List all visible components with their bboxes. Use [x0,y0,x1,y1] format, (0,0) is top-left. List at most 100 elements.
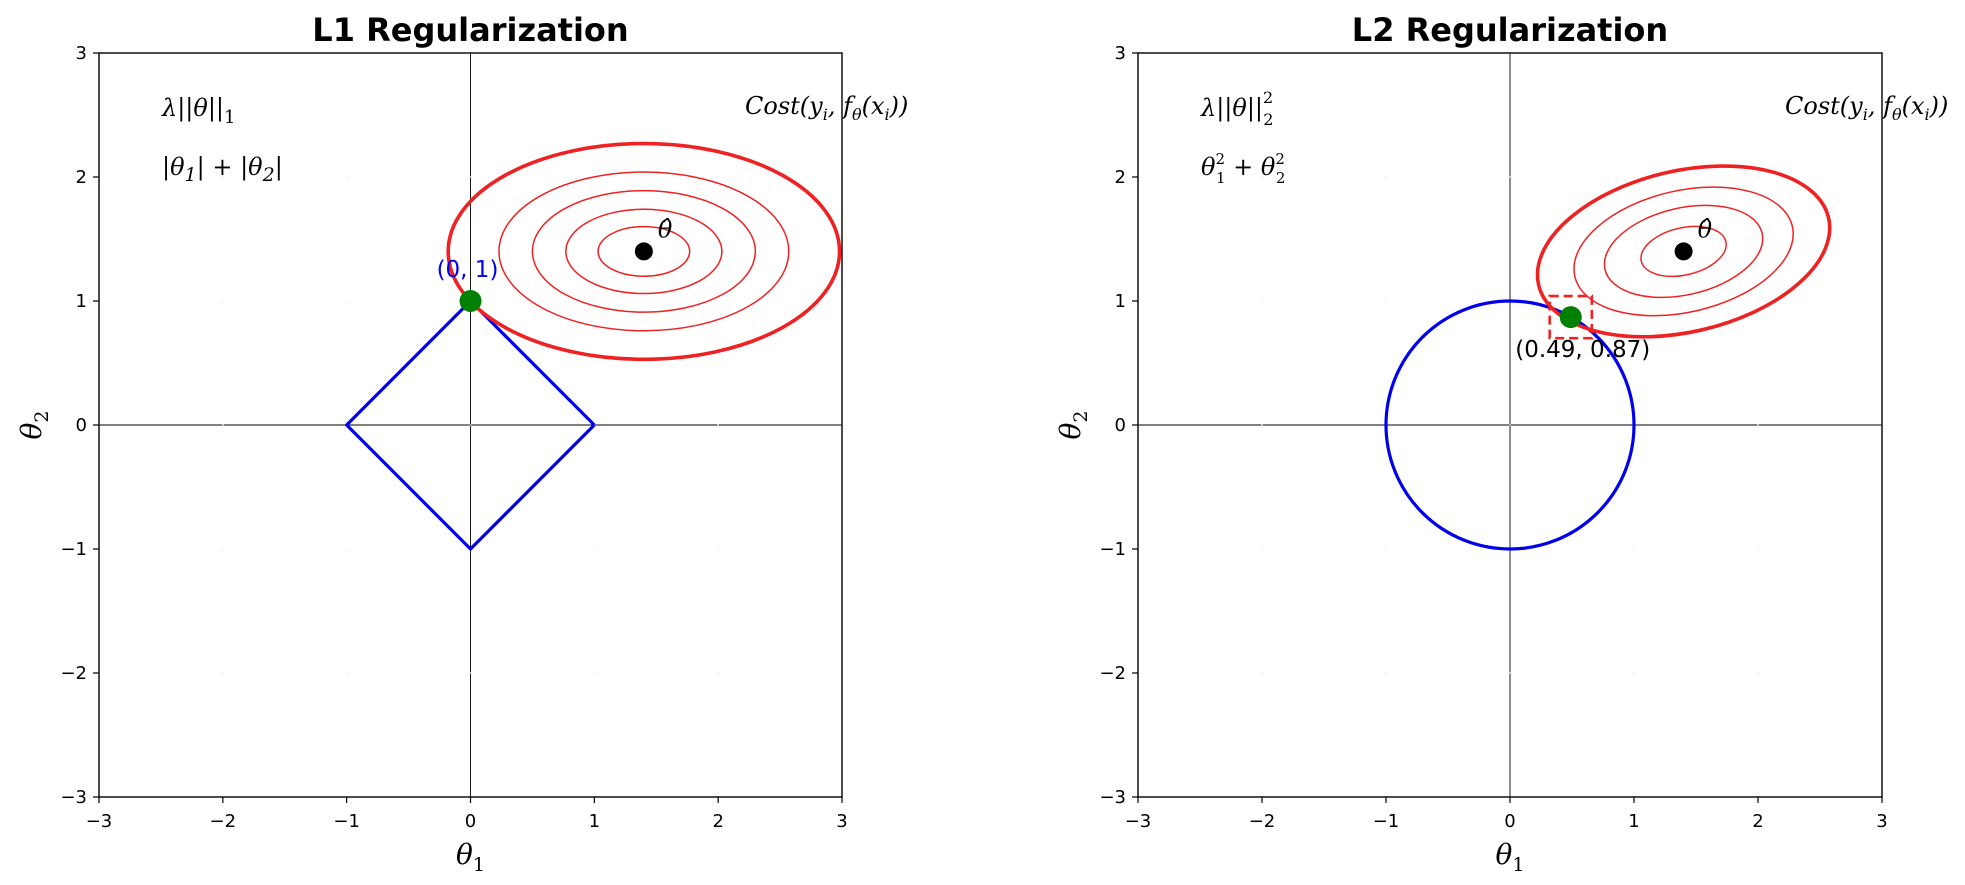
grid-dot [1633,672,1635,674]
norm-label: |θ1| + |θ2| [162,153,283,186]
x-tick-label: 1 [589,811,600,832]
solution-point [1559,306,1582,329]
cost-contour-ellipse [1603,204,1764,299]
norm-label-part: | + |θ [197,153,264,182]
grid-dot [222,300,224,302]
cost-label-subscript: i [1863,105,1868,124]
y-tick-label: 1 [1115,291,1126,312]
norm-label-part: | [275,153,283,182]
y-tick-label: −2 [60,663,87,684]
grid-dot [1509,176,1511,178]
x-tick-label: −2 [210,811,237,832]
x-tick-label: 3 [836,811,847,832]
cost-label-subscript: i [823,105,828,124]
grid-dot [1261,176,1263,178]
y-tick-label: −1 [1099,539,1126,560]
cost-label-part: )) [1929,92,1949,120]
x-axis-label-subscript: 1 [1512,854,1524,876]
y-tick-label: 0 [76,415,87,436]
x-tick-label: −1 [1373,811,1400,832]
grid-dot [469,176,472,178]
cost-contour-ellipse [1640,225,1727,278]
y-tick-label: −3 [1099,787,1126,808]
grid-dot [1261,548,1263,550]
y-axis-label-subscript: 2 [31,411,53,423]
grid-dot [1385,176,1387,178]
grid-dot [222,176,224,178]
theta-hat-label: θ̂ [658,215,673,243]
y-tick-label: −2 [1099,663,1126,684]
y-tick-label: 2 [76,167,87,188]
l2-constraint-circle [1384,299,1636,551]
penalty-label-subscript: 2 [1263,110,1273,129]
y-tick-label: −3 [60,787,87,808]
norm-label-subscript: 2 [262,164,275,186]
penalty-label: λ||θ||1 [161,94,235,128]
grid-dot [1261,672,1263,674]
cost-label: Cost(yi, fθ(xi)) [1785,92,1948,124]
cost-contour-ellipse [597,225,691,277]
norm-label-subscript: 1 [185,164,197,186]
solution-point [459,290,482,312]
solution-label: (0.49, 0.87) [1515,337,1650,363]
y-axis-label-subscript: 2 [1070,411,1092,423]
grid-dot [717,176,719,178]
x-tick-label: 0 [1504,811,1515,832]
grid-dot [345,548,348,550]
grid-dot [593,300,596,302]
norm-label-subscript: 1 [1216,169,1226,187]
grid-dot [593,548,596,550]
x-tick-label: −2 [1249,811,1276,832]
cost-contour-ellipse [446,141,842,362]
x-axis-label-subscript: 1 [473,854,485,876]
chart-title: L1 Regularization [312,11,628,49]
solution-label: (0, 1) [437,257,499,283]
grid-dot [469,424,472,426]
grid-dot [1509,424,1511,426]
l1-constraint-diamond [344,298,596,552]
y-tick-label: 3 [1115,43,1126,64]
grid-dot [345,672,348,674]
x-axis-label: θ1 [456,838,485,876]
grid-dot [717,424,719,426]
cost-label-part: (x [862,92,885,120]
grid-dot [1509,672,1511,674]
cost-contour-ellipse [565,208,723,295]
theta-hat-point [634,242,653,261]
y-axis-label-main: θ [1054,422,1087,439]
x-axis-label-main: θ [1496,838,1513,871]
theta-hat-point [1674,242,1693,261]
x-tick-label: −1 [333,811,360,832]
cost-label-subscript: i [1925,105,1930,124]
grid-dot [345,176,348,178]
grid-dot [1757,176,1759,178]
grid-dot [1385,300,1387,302]
y-tick-label: 2 [1115,167,1126,188]
grid-dot [593,672,596,674]
y-tick-label: 3 [76,43,87,64]
grid-dot [1757,548,1759,550]
penalty-label-superscript: 2 [1263,88,1273,107]
x-axis-label-main: θ [456,838,473,871]
cost-label-subscript: i [885,105,890,124]
grid-dot [717,300,719,302]
norm-label-subscript: 2 [1276,169,1286,187]
norm-label-part: θ [1201,153,1216,181]
grid-dot [1261,300,1263,302]
cost-contour-ellipse [1573,186,1794,317]
cost-label-part: , f [1868,92,1896,120]
grid-dot [1633,548,1635,550]
grid-dot [222,424,224,426]
solution-highlight-box [1548,294,1594,340]
cost-label-part: (x [1902,92,1925,120]
y-tick-label: 0 [1115,415,1126,436]
x-tick-label: 3 [1876,811,1887,832]
grid-dot [1633,176,1635,178]
grid-dot [717,548,719,550]
cost-label-part: Cost(y [745,92,823,120]
y-axis-label: θ2 [15,411,53,440]
grid-dot [222,672,224,674]
